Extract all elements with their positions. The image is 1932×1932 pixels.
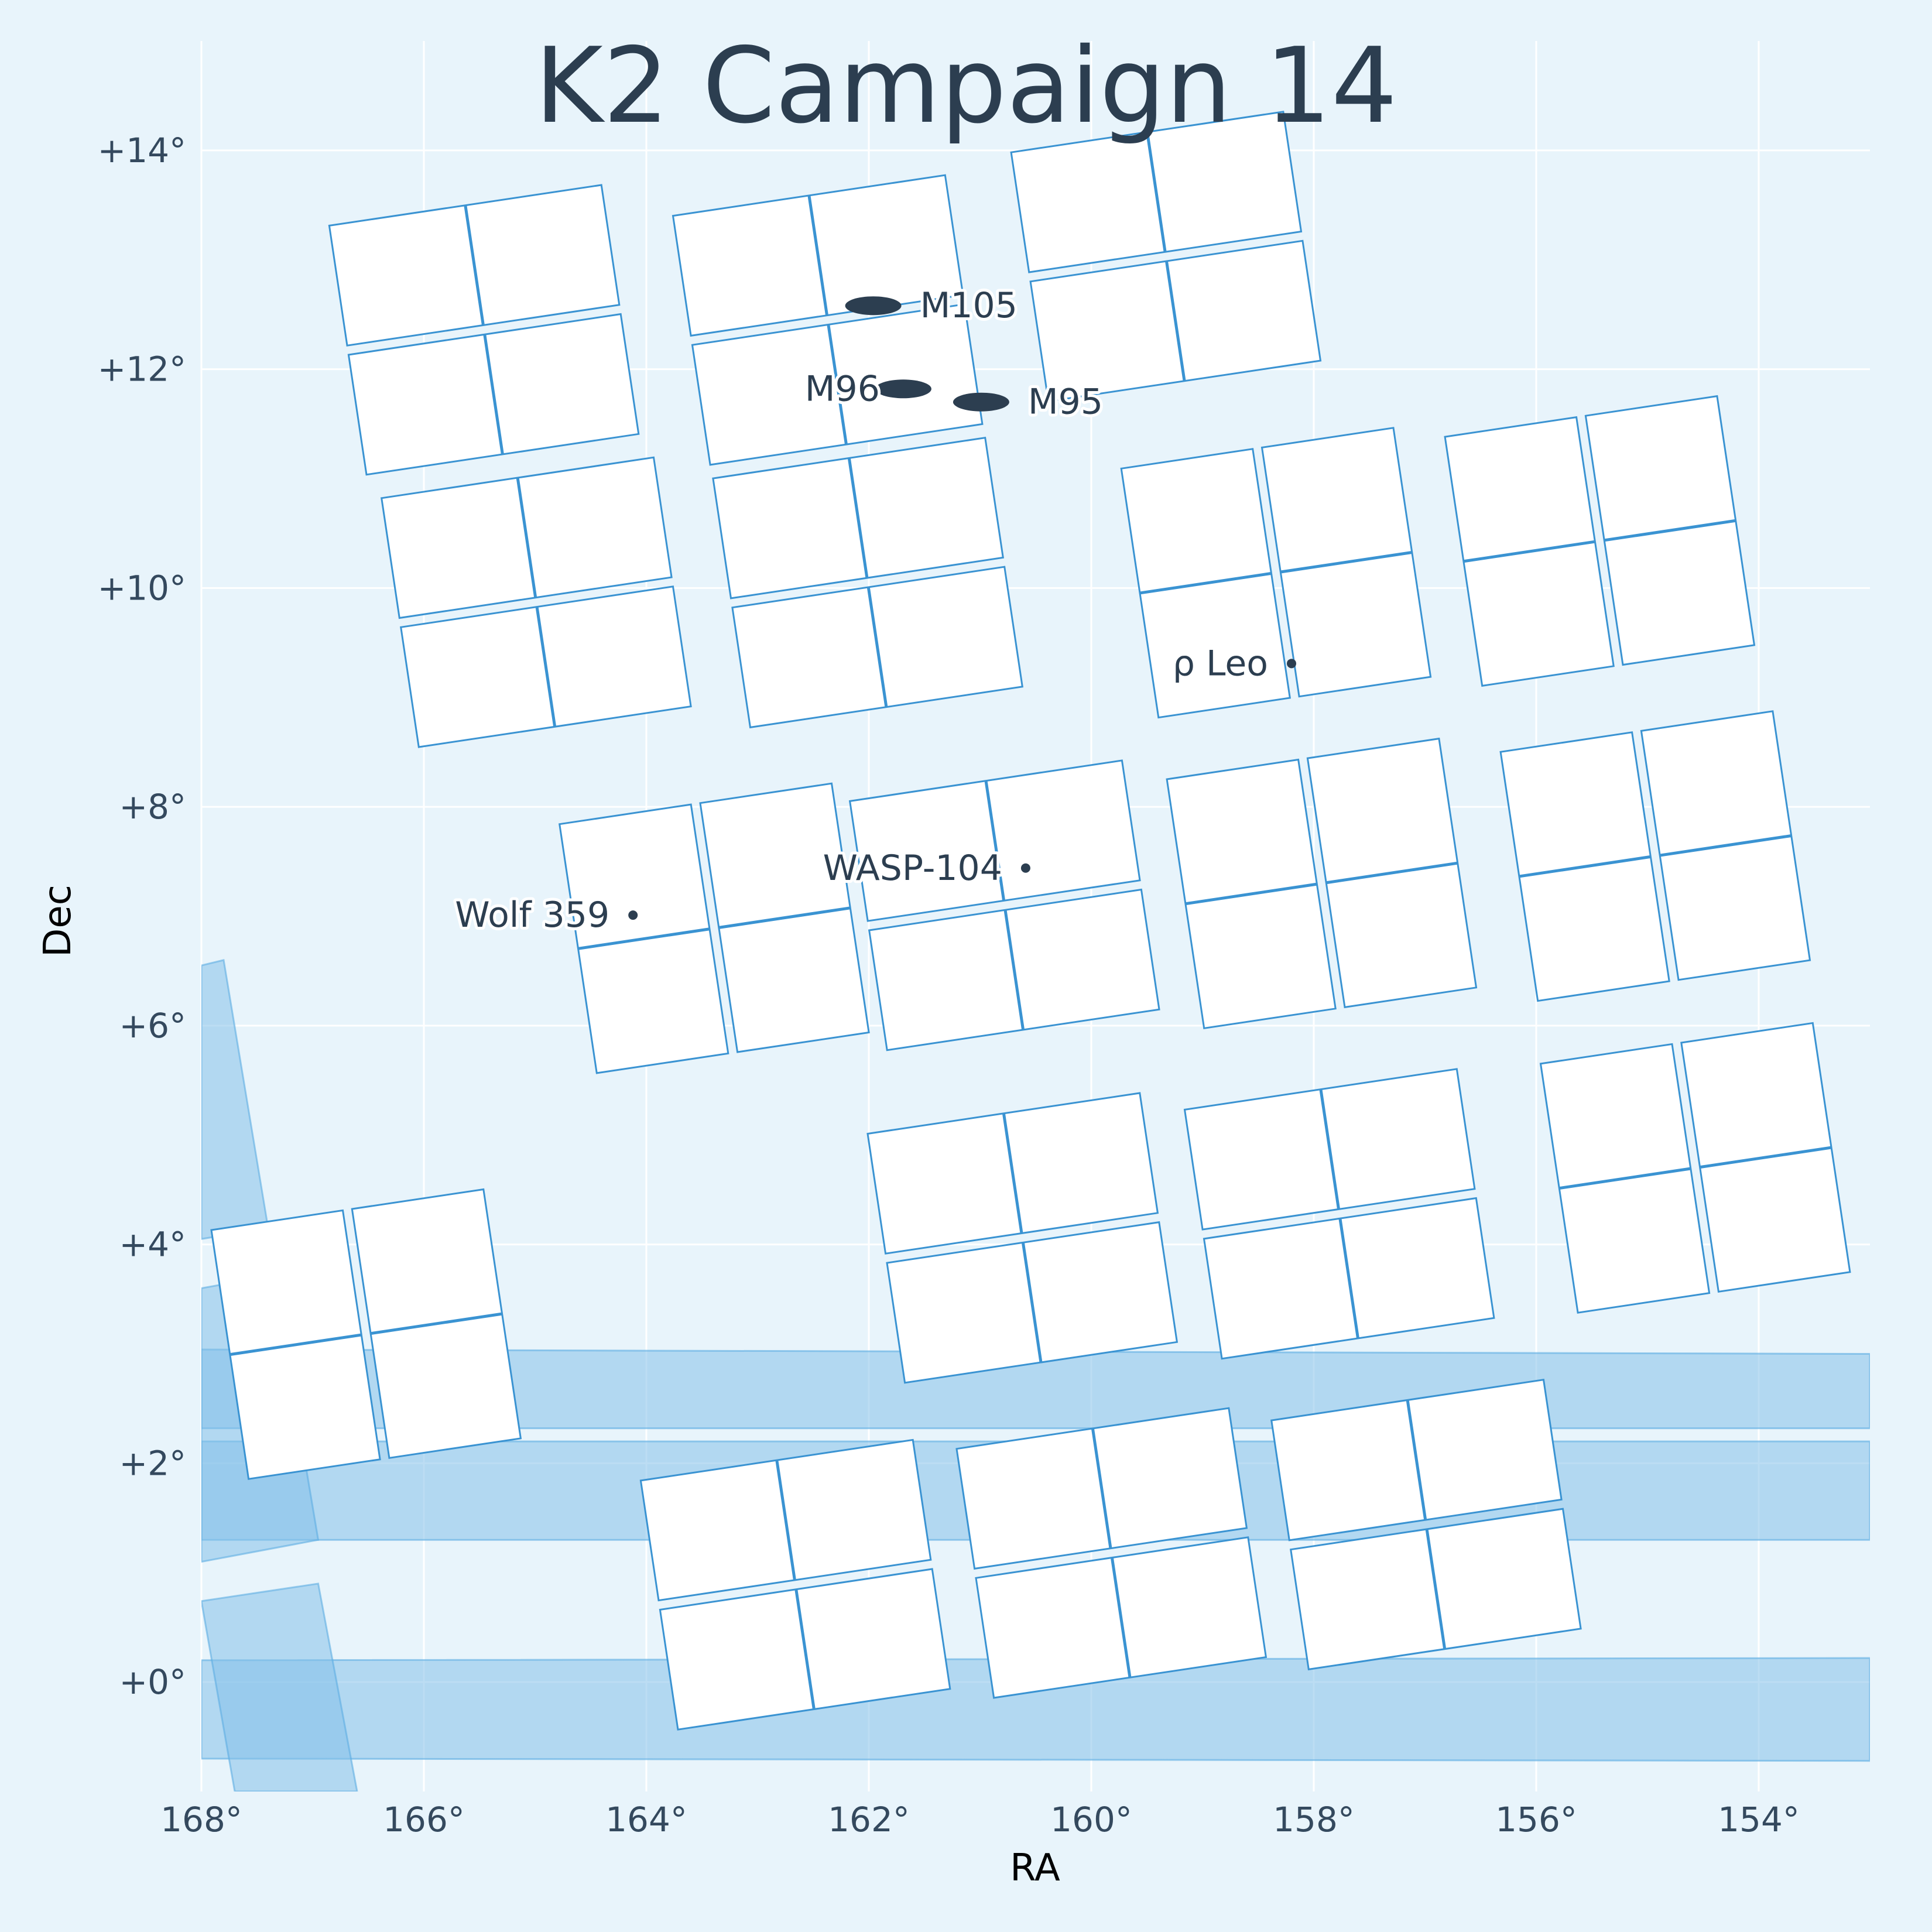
ccd-module	[712, 436, 1024, 729]
ccd-channel-divider	[807, 195, 828, 316]
ccd-module	[210, 1188, 522, 1480]
ccd-channel-divider	[578, 927, 710, 950]
y-tick-label: +2°	[119, 1443, 187, 1483]
ccd-channel-divider	[1406, 1400, 1427, 1520]
x-tick-label: 156°	[1495, 1800, 1577, 1839]
ccd-channel-divider	[794, 1589, 816, 1710]
ccd-module	[1166, 737, 1478, 1030]
ccd-channel-divider	[1325, 861, 1458, 885]
star-marker	[1020, 863, 1030, 873]
ccd-modules	[210, 111, 1851, 1731]
ccd-module	[1539, 1022, 1851, 1314]
ccd-module	[328, 184, 640, 476]
ccd-module	[1444, 395, 1756, 687]
ccd-module	[558, 782, 870, 1074]
y-tick-label: +0°	[119, 1662, 187, 1702]
ccd-channel-divider	[1604, 519, 1736, 542]
y-axis-label: Dec	[36, 885, 80, 957]
ccd-channel-divider	[229, 1333, 362, 1356]
ccd-channel-divider	[866, 587, 888, 708]
y-tick-label: +14°	[98, 131, 186, 170]
ccd-channel-divider	[1558, 1167, 1691, 1190]
neighbor-campaign-strip	[201, 1582, 358, 1791]
y-tick-label: +4°	[119, 1225, 187, 1265]
object-label: WASP-104	[823, 848, 1002, 889]
star-marker	[1287, 659, 1296, 669]
y-tick-label: +12°	[98, 350, 186, 389]
ccd-module	[639, 1438, 951, 1731]
ccd-channel-divider	[1338, 1218, 1359, 1339]
ccd-channel-divider	[1139, 571, 1272, 595]
ccd-channel-divider	[827, 324, 848, 445]
ccd-channel-divider	[1700, 1146, 1832, 1169]
object-label: M105	[920, 285, 1018, 326]
ccd-channel-divider	[1002, 1113, 1023, 1234]
object-markers: M105 M96 M95 ρ Leo WASP-104 Wolf 359	[452, 282, 1296, 938]
ccd-channel-divider	[370, 1312, 502, 1335]
x-axis-label: RA	[1010, 1847, 1060, 1890]
ccd-channel-divider	[1463, 540, 1595, 563]
object-label: M96	[805, 368, 880, 409]
x-tick-labels: 168° 166° 164° 162° 160° 158° 156° 154°	[160, 1800, 1800, 1839]
ccd-channel-divider	[718, 906, 851, 929]
ccd-module	[866, 1092, 1179, 1384]
y-tick-label: +8°	[119, 787, 187, 827]
ccd-module	[1010, 111, 1322, 403]
x-tick-label: 158°	[1273, 1800, 1355, 1839]
ccd-channel-divider	[535, 607, 557, 727]
ccd-channel-divider	[775, 1460, 796, 1581]
x-tick-label: 162°	[828, 1800, 910, 1839]
ccd-channel-divider	[1165, 261, 1186, 382]
object-label: ρ Leo	[1173, 643, 1268, 684]
ccd-module	[1270, 1378, 1582, 1671]
object-label: M95	[1028, 382, 1103, 423]
object-label: Wolf 359	[455, 895, 609, 936]
x-tick-label: 168°	[160, 1800, 242, 1839]
ccd-channel-divider	[1519, 855, 1651, 878]
x-tick-label: 154°	[1718, 1800, 1800, 1839]
ccd-channel-divider	[464, 205, 485, 326]
x-tick-label: 166°	[383, 1800, 465, 1839]
ccd-channel-divider	[1280, 551, 1413, 574]
y-tick-labels: +0° +2° +4° +6° +8° +10° +12° +14°	[98, 131, 186, 1702]
ccd-module	[380, 456, 692, 748]
ccd-channel-divider	[1003, 909, 1025, 1030]
galaxy-marker	[875, 379, 931, 399]
ccd-module	[672, 174, 984, 466]
ccd-channel-divider	[1425, 1529, 1447, 1650]
ccd-module	[1183, 1068, 1495, 1360]
ccd-channel-divider	[1146, 132, 1167, 252]
ccd-module	[1120, 427, 1432, 719]
ccd-channel-divider	[1091, 1428, 1112, 1549]
ccd-channel-divider	[516, 477, 537, 598]
ccd-channel-divider	[1021, 1242, 1043, 1363]
ccd-channel-divider	[1659, 834, 1792, 857]
ccd-module	[848, 759, 1160, 1051]
plot-area: M105 M96 M95 ρ Leo WASP-104 Wolf 359	[201, 111, 1870, 1791]
ccd-channel-divider	[984, 780, 1006, 901]
ccd-module	[1499, 710, 1811, 1002]
ccd-channel-divider	[483, 334, 504, 455]
ccd-channel-divider	[1110, 1557, 1132, 1678]
x-tick-label: 164°	[605, 1800, 687, 1839]
ccd-module	[955, 1407, 1268, 1699]
ccd-channel-divider	[847, 458, 869, 578]
y-tick-label: +10°	[98, 568, 186, 608]
galaxy-marker	[845, 296, 902, 316]
y-tick-label: +6°	[119, 1006, 187, 1046]
x-tick-label: 160°	[1050, 1800, 1132, 1839]
star-marker	[628, 910, 638, 920]
galaxy-marker	[953, 392, 1009, 412]
chart-title: K2 Campaign 14	[535, 25, 1397, 146]
ccd-channel-divider	[1319, 1089, 1340, 1210]
ccd-channel-divider	[1185, 882, 1317, 906]
